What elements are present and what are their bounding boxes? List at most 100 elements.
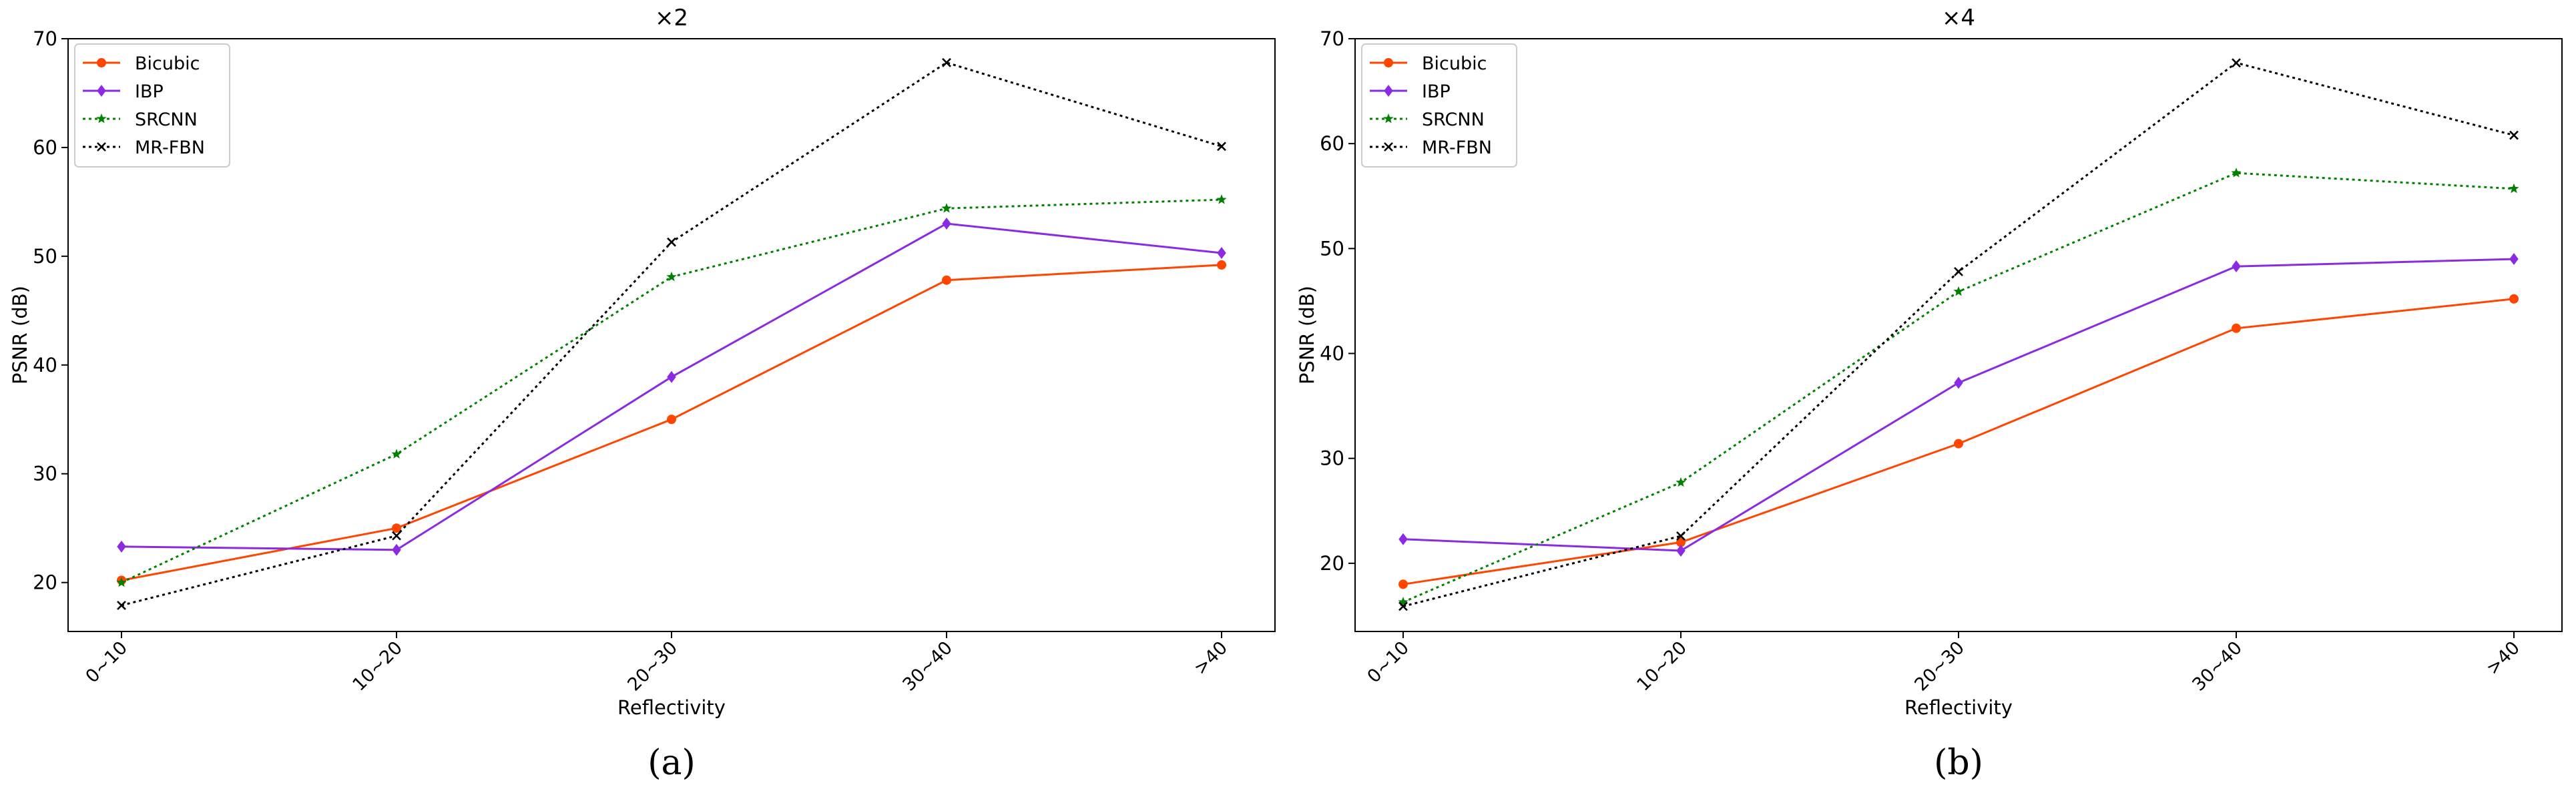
y-ticks-b: 20 30 40 50 60 70	[1320, 27, 1355, 575]
y-tick-label: 60	[33, 136, 57, 159]
legend-frame-b	[1361, 43, 1517, 168]
x-axis-label-b: Reflectivity	[1904, 696, 2013, 719]
legend-label-srcnn: SRCNN	[1422, 109, 1485, 130]
y-tick-label: 30	[33, 463, 57, 485]
legend-items-a: Bicubic IBP SRCNN MR-FBN	[83, 53, 205, 158]
series-line-srcnn-a	[121, 198, 1222, 584]
legend-label-ibp: IBP	[135, 81, 164, 102]
point-bicubic-1-a	[392, 523, 401, 533]
point-mr-fbn-2-b	[1954, 266, 1963, 276]
legend-label-bicubic: Bicubic	[135, 53, 200, 74]
point-mr-fbn-2-a	[667, 237, 676, 247]
legend-marker-mr-fbn	[97, 142, 106, 152]
series-srcnn-b	[1398, 168, 2519, 607]
y-axis-label-a: PSNR (dB)	[9, 286, 31, 384]
point-srcnn-3-a	[941, 203, 952, 213]
series-bicubic-b	[1398, 294, 2519, 589]
point-srcnn-0-a	[116, 577, 127, 587]
legend-entry-bicubic: Bicubic	[83, 53, 200, 74]
y-tick-label: 30	[1320, 447, 1344, 470]
legend-entry-ibp: IBP	[83, 81, 164, 102]
point-bicubic-2-a	[667, 415, 676, 425]
point-srcnn-2-b	[1953, 286, 1964, 296]
point-mr-fbn-3-b	[2232, 58, 2241, 68]
point-srcnn-4-b	[2509, 183, 2519, 194]
point-ibp-0-b	[1398, 533, 1408, 545]
point-bicubic-1-b	[1676, 537, 1686, 547]
series-mr-fbn-a	[117, 57, 1226, 610]
series-ibp-a	[117, 217, 1226, 556]
legend-label-mr-fbn: MR-FBN	[135, 138, 205, 158]
point-mr-fbn-3-a	[942, 57, 951, 67]
y-tick-label: 20	[33, 571, 57, 594]
point-mr-fbn-1-b	[1676, 531, 1686, 541]
point-ibp-2-a	[667, 370, 676, 383]
point-srcnn-4-a	[1216, 194, 1227, 204]
point-ibp-2-b	[1954, 376, 1963, 389]
data-layer-b	[1398, 58, 2519, 611]
point-ibp-1-b	[1676, 544, 1686, 557]
point-mr-fbn-0-a	[117, 600, 126, 610]
point-ibp-4-b	[2509, 253, 2519, 266]
legend-entry-mr-fbn: MR-FBN	[1370, 138, 1492, 158]
y-tick-label: 50	[33, 245, 57, 268]
point-bicubic-4-a	[1217, 260, 1226, 270]
series-ibp-b	[1398, 253, 2519, 557]
point-srcnn-2-a	[666, 271, 677, 282]
chart-title-b: ×4	[1942, 5, 1975, 31]
point-srcnn-0-b	[1398, 597, 1408, 607]
legend-marker-ibp	[97, 85, 106, 97]
legend-label-mr-fbn: MR-FBN	[1422, 138, 1492, 158]
point-bicubic-2-b	[1954, 439, 1963, 449]
caption-b: (b)	[1934, 743, 1983, 783]
legend-entry-ibp: IBP	[1370, 81, 1451, 102]
point-bicubic-3-a	[942, 275, 951, 285]
point-srcnn-1-b	[1676, 477, 1686, 487]
legend-marker-mr-fbn	[1384, 142, 1393, 152]
y-tick-label: 70	[33, 27, 57, 50]
point-ibp-0-a	[117, 540, 126, 553]
point-bicubic-4-b	[2509, 294, 2519, 304]
y-tick-label: 20	[1320, 552, 1344, 575]
point-ibp-1-a	[392, 543, 401, 556]
legend-entry-mr-fbn: MR-FBN	[83, 138, 205, 158]
series-mr-fbn-b	[1398, 58, 2519, 611]
legend-marker-bicubic	[1384, 58, 1393, 67]
point-ibp-4-a	[1217, 246, 1226, 259]
legend-frame-a	[74, 43, 230, 168]
legend-b: Bicubic IBP SRCNN MR-FBN	[1361, 43, 1517, 168]
y-tick-label: 60	[1320, 132, 1344, 155]
legend-marker-srcnn	[1383, 113, 1394, 123]
series-srcnn-a	[116, 194, 1227, 587]
point-mr-fbn-0-b	[1398, 601, 1408, 611]
legend-label-ibp: IBP	[1422, 81, 1451, 102]
point-mr-fbn-1-a	[392, 531, 401, 541]
legend-items-b: Bicubic IBP SRCNN MR-FBN	[1370, 53, 1492, 158]
point-mr-fbn-4-a	[1217, 142, 1226, 152]
y-tick-label: 40	[33, 354, 57, 376]
point-ibp-3-a	[942, 217, 951, 230]
caption-a: (a)	[648, 743, 696, 783]
y-ticks-a: 20 30 40 50 60 70	[33, 27, 68, 594]
point-srcnn-3-b	[2231, 168, 2242, 178]
y-axis-label-b: PSNR (dB)	[1296, 286, 1318, 384]
legend-marker-bicubic	[97, 58, 106, 67]
point-bicubic-3-b	[2232, 323, 2241, 333]
legend-a: Bicubic IBP SRCNN MR-FBN	[74, 43, 230, 168]
legend-marker-srcnn	[96, 113, 107, 123]
data-layer-a	[116, 57, 1227, 610]
point-bicubic-0-b	[1398, 579, 1408, 589]
y-tick-label: 70	[1320, 27, 1344, 50]
legend-entry-bicubic: Bicubic	[1370, 53, 1487, 74]
y-tick-label: 40	[1320, 342, 1344, 365]
point-srcnn-1-a	[391, 449, 402, 459]
legend-entry-srcnn: SRCNN	[1370, 109, 1485, 130]
legend-marker-ibp	[1384, 85, 1393, 97]
legend-entry-srcnn: SRCNN	[83, 109, 198, 130]
x-axis-label-a: Reflectivity	[617, 696, 726, 719]
legend-label-srcnn: SRCNN	[135, 109, 198, 130]
series-line-mr-fbn-b	[1402, 61, 2515, 607]
legend-label-bicubic: Bicubic	[1422, 53, 1487, 74]
point-ibp-3-b	[2232, 260, 2241, 273]
y-tick-label: 50	[1320, 237, 1344, 260]
